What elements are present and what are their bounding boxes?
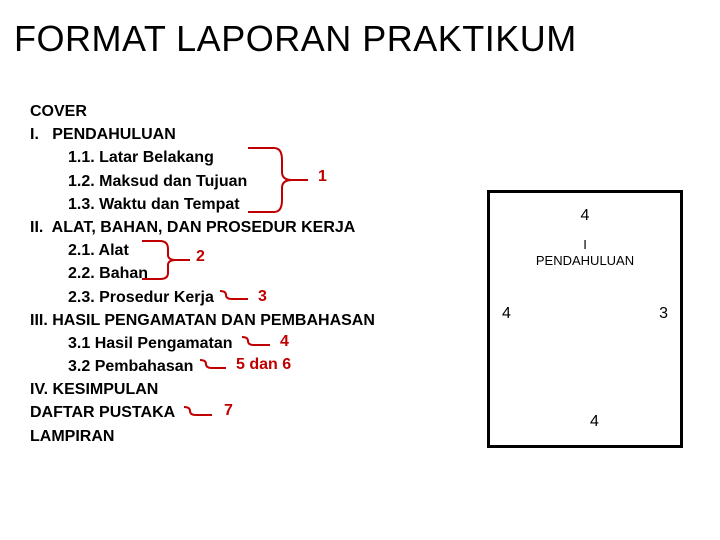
arrow-3 <box>218 288 258 302</box>
margin-top-value: 4 <box>581 207 590 225</box>
diagram-heading: I PENDAHULUAN <box>490 237 680 270</box>
annotation-7: 7 <box>224 402 233 420</box>
outline-section-2: II. ALAT, BAHAN, DAN PROSEDUR KERJA <box>30 216 375 239</box>
page-margin-diagram: 4 I PENDAHULUAN 4 3 4 <box>487 190 683 448</box>
margin-left-value: 4 <box>502 305 511 323</box>
annotation-5-6: 5 dan 6 <box>236 356 291 374</box>
bracket-1 <box>246 140 316 220</box>
arrow-7 <box>182 404 222 418</box>
annotation-3: 3 <box>258 288 267 306</box>
margin-right-value: 3 <box>659 305 668 323</box>
outline-item-1-3: 1.3. Waktu dan Tempat <box>30 193 375 216</box>
arrow-4 <box>240 334 280 348</box>
outline-cover: COVER <box>30 100 375 123</box>
annotation-1: 1 <box>318 168 327 186</box>
outline-item-1-1: 1.1. Latar Belakang <box>30 146 375 169</box>
outline-section-4: IV. KESIMPULAN <box>30 378 375 401</box>
outline-section-3: III. HASIL PENGAMATAN DAN PEMBAHASAN <box>30 309 375 332</box>
arrow-5-6 <box>198 357 236 371</box>
annotation-4: 4 <box>280 333 289 351</box>
outline-section-1: I. PENDAHULUAN <box>30 123 375 146</box>
outline-item-2-3: 2.3. Prosedur Kerja <box>30 286 375 309</box>
diagram-heading-line2: PENDAHULUAN <box>536 253 634 268</box>
diagram-heading-line1: I <box>583 237 587 252</box>
annotation-2: 2 <box>196 248 205 266</box>
outline-item-3-1: 3.1 Hasil Pengamatan <box>30 332 375 355</box>
margin-bottom-value: 4 <box>590 413 599 431</box>
page-title: FORMAT LAPORAN PRAKTIKUM <box>0 0 720 60</box>
outline-lampiran: LAMPIRAN <box>30 425 375 448</box>
outline-content: COVER I. PENDAHULUAN 1.1. Latar Belakang… <box>30 100 375 448</box>
bracket-2 <box>140 235 200 285</box>
